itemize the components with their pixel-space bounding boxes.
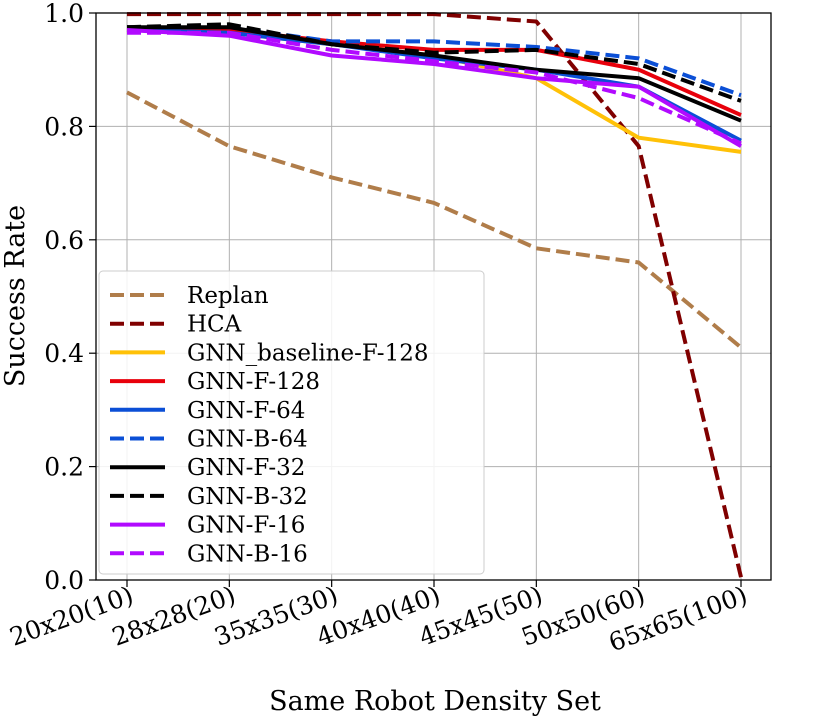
legend-label: GNN-F-64 — [187, 398, 305, 424]
x-axis-label: Same Robot Density Set — [269, 686, 601, 717]
legend-label: GNN-B-32 — [187, 484, 308, 510]
y-tick-label: 0.0 — [44, 566, 84, 595]
legend-label: GNN-B-64 — [187, 427, 308, 453]
legend-label: GNN-B-16 — [187, 541, 308, 567]
legend-box — [98, 270, 485, 575]
y-tick-label: 1.0 — [44, 0, 84, 28]
series-lines — [126, 12, 743, 578]
legend-label: Replan — [187, 283, 269, 309]
y-tick-label: 0.2 — [44, 453, 84, 482]
y-axis: 0.0 0.2 0.4 0.6 0.8 1.0 — [44, 0, 96, 595]
series-line-gnn-f-128 — [126, 25, 742, 117]
legend-label: GNN-F-32 — [187, 455, 305, 481]
legend-label: GNN-F-16 — [187, 513, 305, 539]
y-tick-label: 0.6 — [44, 226, 84, 255]
series-line-hca — [127, 12, 743, 578]
legend-label: GNN_baseline-F-128 — [187, 340, 428, 366]
series-line-gnn-b-16 — [127, 30, 742, 146]
x-axis: 20x20(10)28x28(20)35x35(30)40x40(40)45x4… — [6, 580, 751, 657]
y-tick-label: 0.4 — [44, 339, 84, 368]
series-line-gnn-f-32 — [127, 25, 742, 123]
series-line-gnn-f-16 — [126, 28, 743, 148]
legend-label: HCA — [187, 312, 242, 338]
y-axis-label: Success Rate — [0, 205, 31, 387]
y-tick-label: 0.8 — [44, 112, 84, 141]
series-line-replan — [126, 90, 743, 350]
series-line-gnn-b-32 — [126, 22, 742, 103]
legend-label: GNN-F-128 — [187, 369, 320, 395]
